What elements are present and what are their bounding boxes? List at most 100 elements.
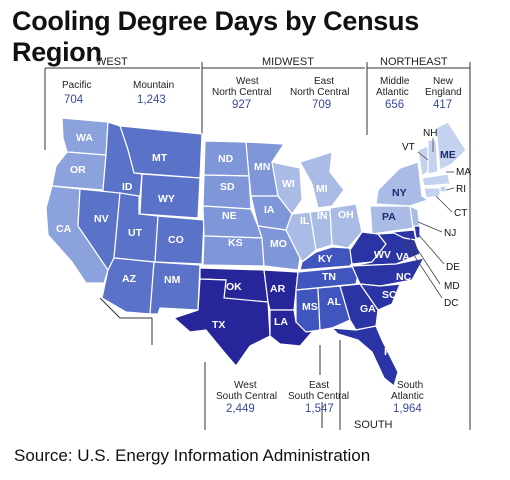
division-value: 1,243 (137, 94, 166, 106)
label-wa: WA (76, 132, 93, 144)
state-nm (149, 261, 201, 315)
label-mt: MT (152, 152, 168, 164)
label-nh: NH (423, 128, 437, 139)
state-fl (330, 325, 399, 388)
state-co (154, 215, 205, 265)
label-de: DE (446, 262, 460, 273)
label-ky: KY (318, 253, 333, 265)
state-me (435, 121, 467, 171)
leader-dc (403, 239, 443, 299)
division-name: South Central (216, 391, 277, 402)
label-az: AZ (122, 273, 137, 285)
west-bottom-guide (99, 297, 153, 345)
division-name: Pacific (62, 80, 91, 91)
division-name: South (397, 380, 423, 391)
label-nd: ND (218, 153, 234, 165)
label-ar: AR (270, 283, 286, 295)
label-nv: NV (94, 213, 109, 225)
state-tx (172, 278, 271, 367)
state-az (101, 257, 155, 315)
state-ny (375, 161, 430, 207)
state-al (317, 285, 351, 331)
label-ks: KS (228, 237, 243, 249)
label-il: IL (300, 215, 310, 227)
label-nj: NJ (444, 228, 456, 239)
label-sc: SC (382, 289, 397, 301)
division-name: West (236, 76, 259, 87)
label-oh: OH (338, 209, 354, 221)
division-east-south-central-label: East South Central 1,547 (288, 380, 349, 415)
division-value: 417 (433, 99, 452, 111)
label-mn: MN (254, 161, 270, 173)
division-mountain-label: Mountain 1,243 (133, 80, 174, 106)
division-name: Mountain (133, 80, 174, 91)
leader-vt (417, 151, 429, 161)
label-or: OR (70, 164, 86, 176)
label-co: CO (168, 234, 184, 246)
label-ia: IA (264, 204, 275, 216)
state-wy (139, 173, 201, 219)
division-value: 704 (64, 94, 84, 106)
region-guides (44, 62, 471, 430)
division-value: 656 (385, 99, 404, 111)
division-value: 927 (232, 99, 251, 111)
label-ms: MS (302, 301, 318, 313)
division-name: England (425, 87, 462, 98)
label-ny: NY (392, 187, 407, 199)
label-ct: CT (454, 208, 467, 219)
division-south-atlantic-label: South Atlantic 1,964 (391, 380, 424, 415)
label-ut: UT (128, 227, 143, 239)
division-name: Middle (380, 76, 410, 87)
label-ga: GA (360, 303, 376, 315)
source-note: Source: U.S. Energy Information Administ… (14, 446, 371, 465)
region-south: SOUTH (354, 419, 393, 431)
region-midwest: MIDWEST (262, 56, 314, 68)
state-ct (423, 187, 441, 199)
label-al: AL (327, 296, 342, 308)
label-vt: VT (402, 142, 415, 153)
label-wv: WV (374, 249, 391, 261)
state-md (389, 229, 417, 241)
region-west: WEST (96, 56, 128, 68)
leader-lines (403, 138, 455, 299)
label-mi: MI (316, 183, 328, 195)
census-map: WEST MIDWEST NORTHEAST SOUTH Pacific 704… (44, 56, 471, 431)
label-ca: CA (56, 223, 72, 235)
state-mi (299, 151, 345, 209)
state-ma (421, 173, 451, 187)
label-tx: TX (212, 319, 225, 331)
division-name: East (309, 380, 329, 391)
label-wi: WI (282, 178, 295, 190)
label-sd: SD (220, 181, 235, 193)
label-md: MD (444, 281, 460, 292)
label-ri: RI (456, 184, 466, 195)
map-title: Cooling Degree Days by Census Region (12, 6, 419, 67)
label-dc: DC (444, 298, 458, 309)
leader-de (417, 233, 445, 265)
division-new-england-label: New England 417 (425, 76, 462, 111)
division-value: 709 (312, 99, 331, 111)
label-ok: OK (226, 281, 242, 293)
state-oh (329, 203, 363, 249)
division-pacific-label: Pacific 704 (62, 80, 91, 106)
division-name: East (314, 76, 334, 87)
leader-nj (417, 221, 443, 233)
label-va: VA (396, 251, 410, 263)
label-pa: PA (382, 211, 396, 223)
state-ms (295, 287, 321, 333)
state-la (269, 309, 313, 347)
division-value: 2,449 (226, 403, 255, 415)
division-name: West (234, 380, 257, 391)
division-middle-atlantic-label: Middle Atlantic 656 (376, 76, 410, 111)
label-la: LA (274, 316, 288, 328)
leader-ct (435, 195, 453, 213)
label-id: ID (122, 181, 133, 193)
label-in: IN (317, 210, 328, 222)
division-name: North Central (212, 87, 271, 98)
division-value: 1,547 (305, 403, 334, 415)
region-northeast: NORTHEAST (380, 56, 448, 68)
state-or (51, 151, 107, 191)
division-name: New (433, 76, 454, 87)
label-me: ME (440, 149, 456, 161)
label-tn: TN (322, 271, 336, 283)
